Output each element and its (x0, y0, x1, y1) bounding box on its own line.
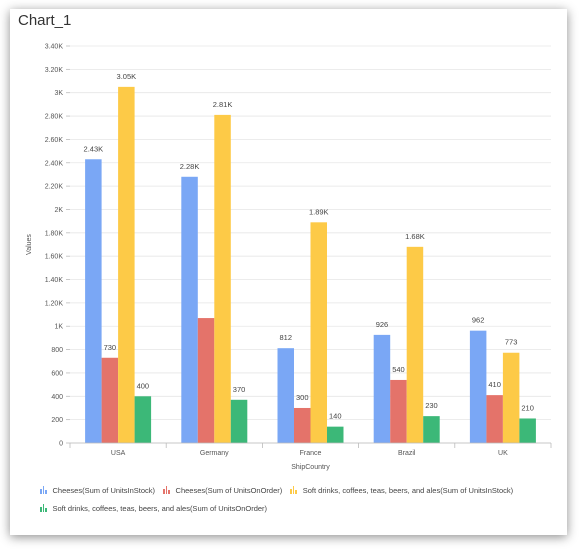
axes-layer: 0 200 400 600 800 1K 1.20K 1.40K 1.60K 1.80K 2K 2.2… (26, 44, 552, 471)
bar-usa-series-3 (118, 86, 135, 443)
bar-usa-series-1 (85, 159, 102, 443)
y-tick-label: 1.80K (45, 230, 64, 237)
data-label: 540 (392, 365, 405, 374)
chart-legend: Cheeses(Sum of UnitsInStock) Cheeses(Sum … (40, 481, 560, 517)
data-label: 400 (137, 381, 150, 390)
legend-item[interactable]: Cheeses(Sum of UnitsInStock) (40, 481, 155, 499)
y-tick-label: 2.80K (45, 114, 64, 121)
data-label: 1.89K (309, 207, 329, 216)
y-tick-label: 1K (54, 324, 63, 331)
y-tick-label: 1.40K (45, 277, 64, 284)
y-tick-label: 3.40K (45, 44, 64, 51)
legend-item[interactable]: Soft drinks, coffees, teas, beers, and a… (40, 499, 267, 517)
data-label: 3.05K (117, 72, 137, 81)
bar-brazil-series-3 (406, 246, 424, 443)
y-tick-label: 1.60K (45, 254, 64, 261)
data-label: 140 (329, 412, 342, 421)
data-label: 2.43K (84, 144, 104, 153)
x-tick-label: UK (498, 450, 508, 457)
bars-layer (85, 86, 536, 443)
bar-uk-series-2 (486, 395, 503, 443)
bar-brazil-series-1 (373, 334, 391, 443)
bar-france-series-1 (277, 348, 294, 443)
bar-germany-series-2 (197, 318, 215, 443)
x-tick-label: Brazil (398, 450, 416, 457)
bar-brazil-series-2 (390, 379, 407, 443)
bar-france-series-4 (327, 426, 344, 443)
x-tick-label: France (300, 450, 322, 457)
chart-title: Chart_1 (18, 12, 72, 29)
bar-chart-icon (163, 486, 171, 494)
data-label: 2.81K (213, 100, 233, 109)
data-label: 2.28K (180, 162, 200, 171)
x-axis-title: ShipCountry (291, 464, 330, 471)
bar-chart-icon (290, 486, 298, 494)
data-label: 370 (233, 385, 246, 394)
y-tick-label: 400 (51, 394, 63, 401)
legend-label: Soft drinks, coffees, teas, beers, and a… (52, 503, 268, 513)
bar-uk-series-1 (469, 330, 487, 443)
y-tick-label: 2.20K (45, 184, 64, 191)
bar-brazil-series-4 (423, 416, 440, 443)
data-label: 962 (472, 316, 485, 325)
bar-france-series-2 (294, 407, 311, 443)
x-tick-label: USA (111, 450, 126, 457)
data-label: 210 (521, 403, 534, 412)
y-tick-label: 200 (51, 417, 63, 424)
data-labels-layer: 2.43K 730 3.05K 400 2.28K 2.81K 370 812 300 1.89K… (84, 72, 534, 421)
bar-germany-series-4 (230, 399, 248, 443)
x-tick-label: Germany (200, 450, 229, 457)
y-tick-label: 3.20K (45, 67, 64, 74)
chart-card: Chart_1 2.43K 730 3.05K 400 2.28K 2.81K 370 812… (10, 9, 567, 535)
y-tick-label: 1.20K (45, 300, 64, 307)
y-tick-label: 600 (51, 370, 63, 377)
data-label: 773 (505, 338, 518, 347)
bar-uk-series-4 (519, 418, 536, 443)
data-label: 300 (296, 393, 309, 402)
bar-germany-series-3 (214, 114, 231, 443)
bar-usa-series-2 (101, 357, 119, 443)
bar-chart-icon (40, 486, 48, 494)
bar-france-series-3 (310, 222, 327, 443)
y-tick-label: 2K (54, 207, 63, 214)
legend-label: Soft drinks, coffees, teas, beers, and a… (302, 485, 514, 495)
y-tick-label: 800 (51, 347, 63, 354)
legend-item[interactable]: Cheeses(Sum of UnitsOnOrder) (163, 481, 282, 499)
legend-item[interactable]: Soft drinks, coffees, teas, beers, and a… (290, 481, 513, 499)
data-label: 410 (488, 380, 501, 389)
data-label: 730 (104, 343, 117, 352)
data-label: 230 (425, 401, 438, 410)
data-label: 812 (279, 333, 292, 342)
legend-label: Cheeses(Sum of UnitsOnOrder) (175, 485, 283, 495)
y-axis-title: Values (26, 234, 33, 255)
bar-usa-series-4 (134, 396, 152, 443)
y-tick-label: 3K (54, 90, 63, 97)
legend-label: Cheeses(Sum of UnitsInStock) (52, 485, 156, 495)
data-label: 1.68K (405, 232, 425, 241)
chart-svg: 2.43K 730 3.05K 400 2.28K 2.81K 370 812 300 1.89K… (26, 44, 552, 471)
bar-chart-icon (40, 504, 48, 512)
y-tick-label: 2.60K (45, 137, 64, 144)
bar-germany-series-1 (181, 176, 198, 443)
y-tick-label: 2.40K (45, 160, 64, 167)
y-tick-label: 0 (59, 441, 63, 448)
data-label: 926 (376, 320, 389, 329)
bar-uk-series-3 (502, 352, 520, 443)
